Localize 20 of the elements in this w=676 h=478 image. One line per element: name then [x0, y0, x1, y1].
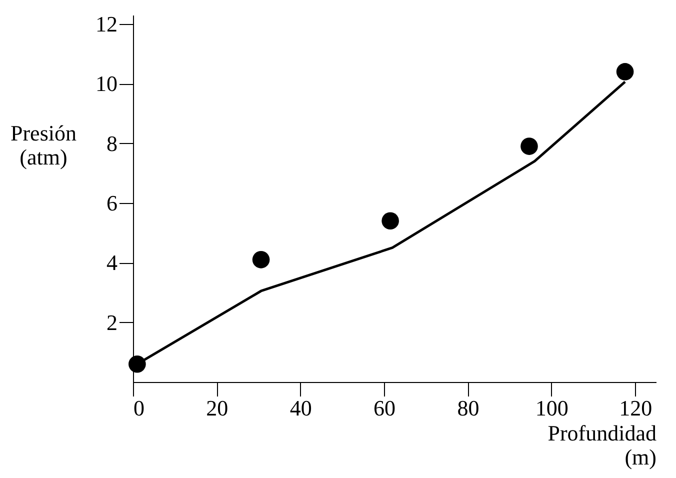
- y-tick-label: 12: [96, 11, 118, 36]
- y-tick-label: 2: [106, 310, 118, 335]
- x-axis-title: Profundidad (m): [548, 420, 656, 470]
- x-tick-label: 20: [206, 396, 228, 420]
- y-tick-label: 10: [96, 71, 118, 96]
- point: [520, 138, 538, 155]
- x-tick-label: 120: [619, 396, 652, 420]
- point: [128, 355, 146, 373]
- point: [382, 212, 399, 230]
- x-tick-label: 0: [134, 396, 144, 420]
- point: [252, 251, 270, 268]
- y-tick-label: 4: [106, 250, 118, 276]
- x-tick-label: 80: [457, 396, 480, 420]
- x-tick-label: 60: [374, 396, 396, 420]
- point: [616, 63, 634, 80]
- x-tick-label: 40: [290, 396, 312, 420]
- y-tick-label: 8: [106, 130, 118, 156]
- y-tick-label: 6: [106, 190, 118, 216]
- y-axis-title: Presión (atm): [10, 120, 76, 170]
- x-tick-label: 100: [535, 396, 568, 420]
